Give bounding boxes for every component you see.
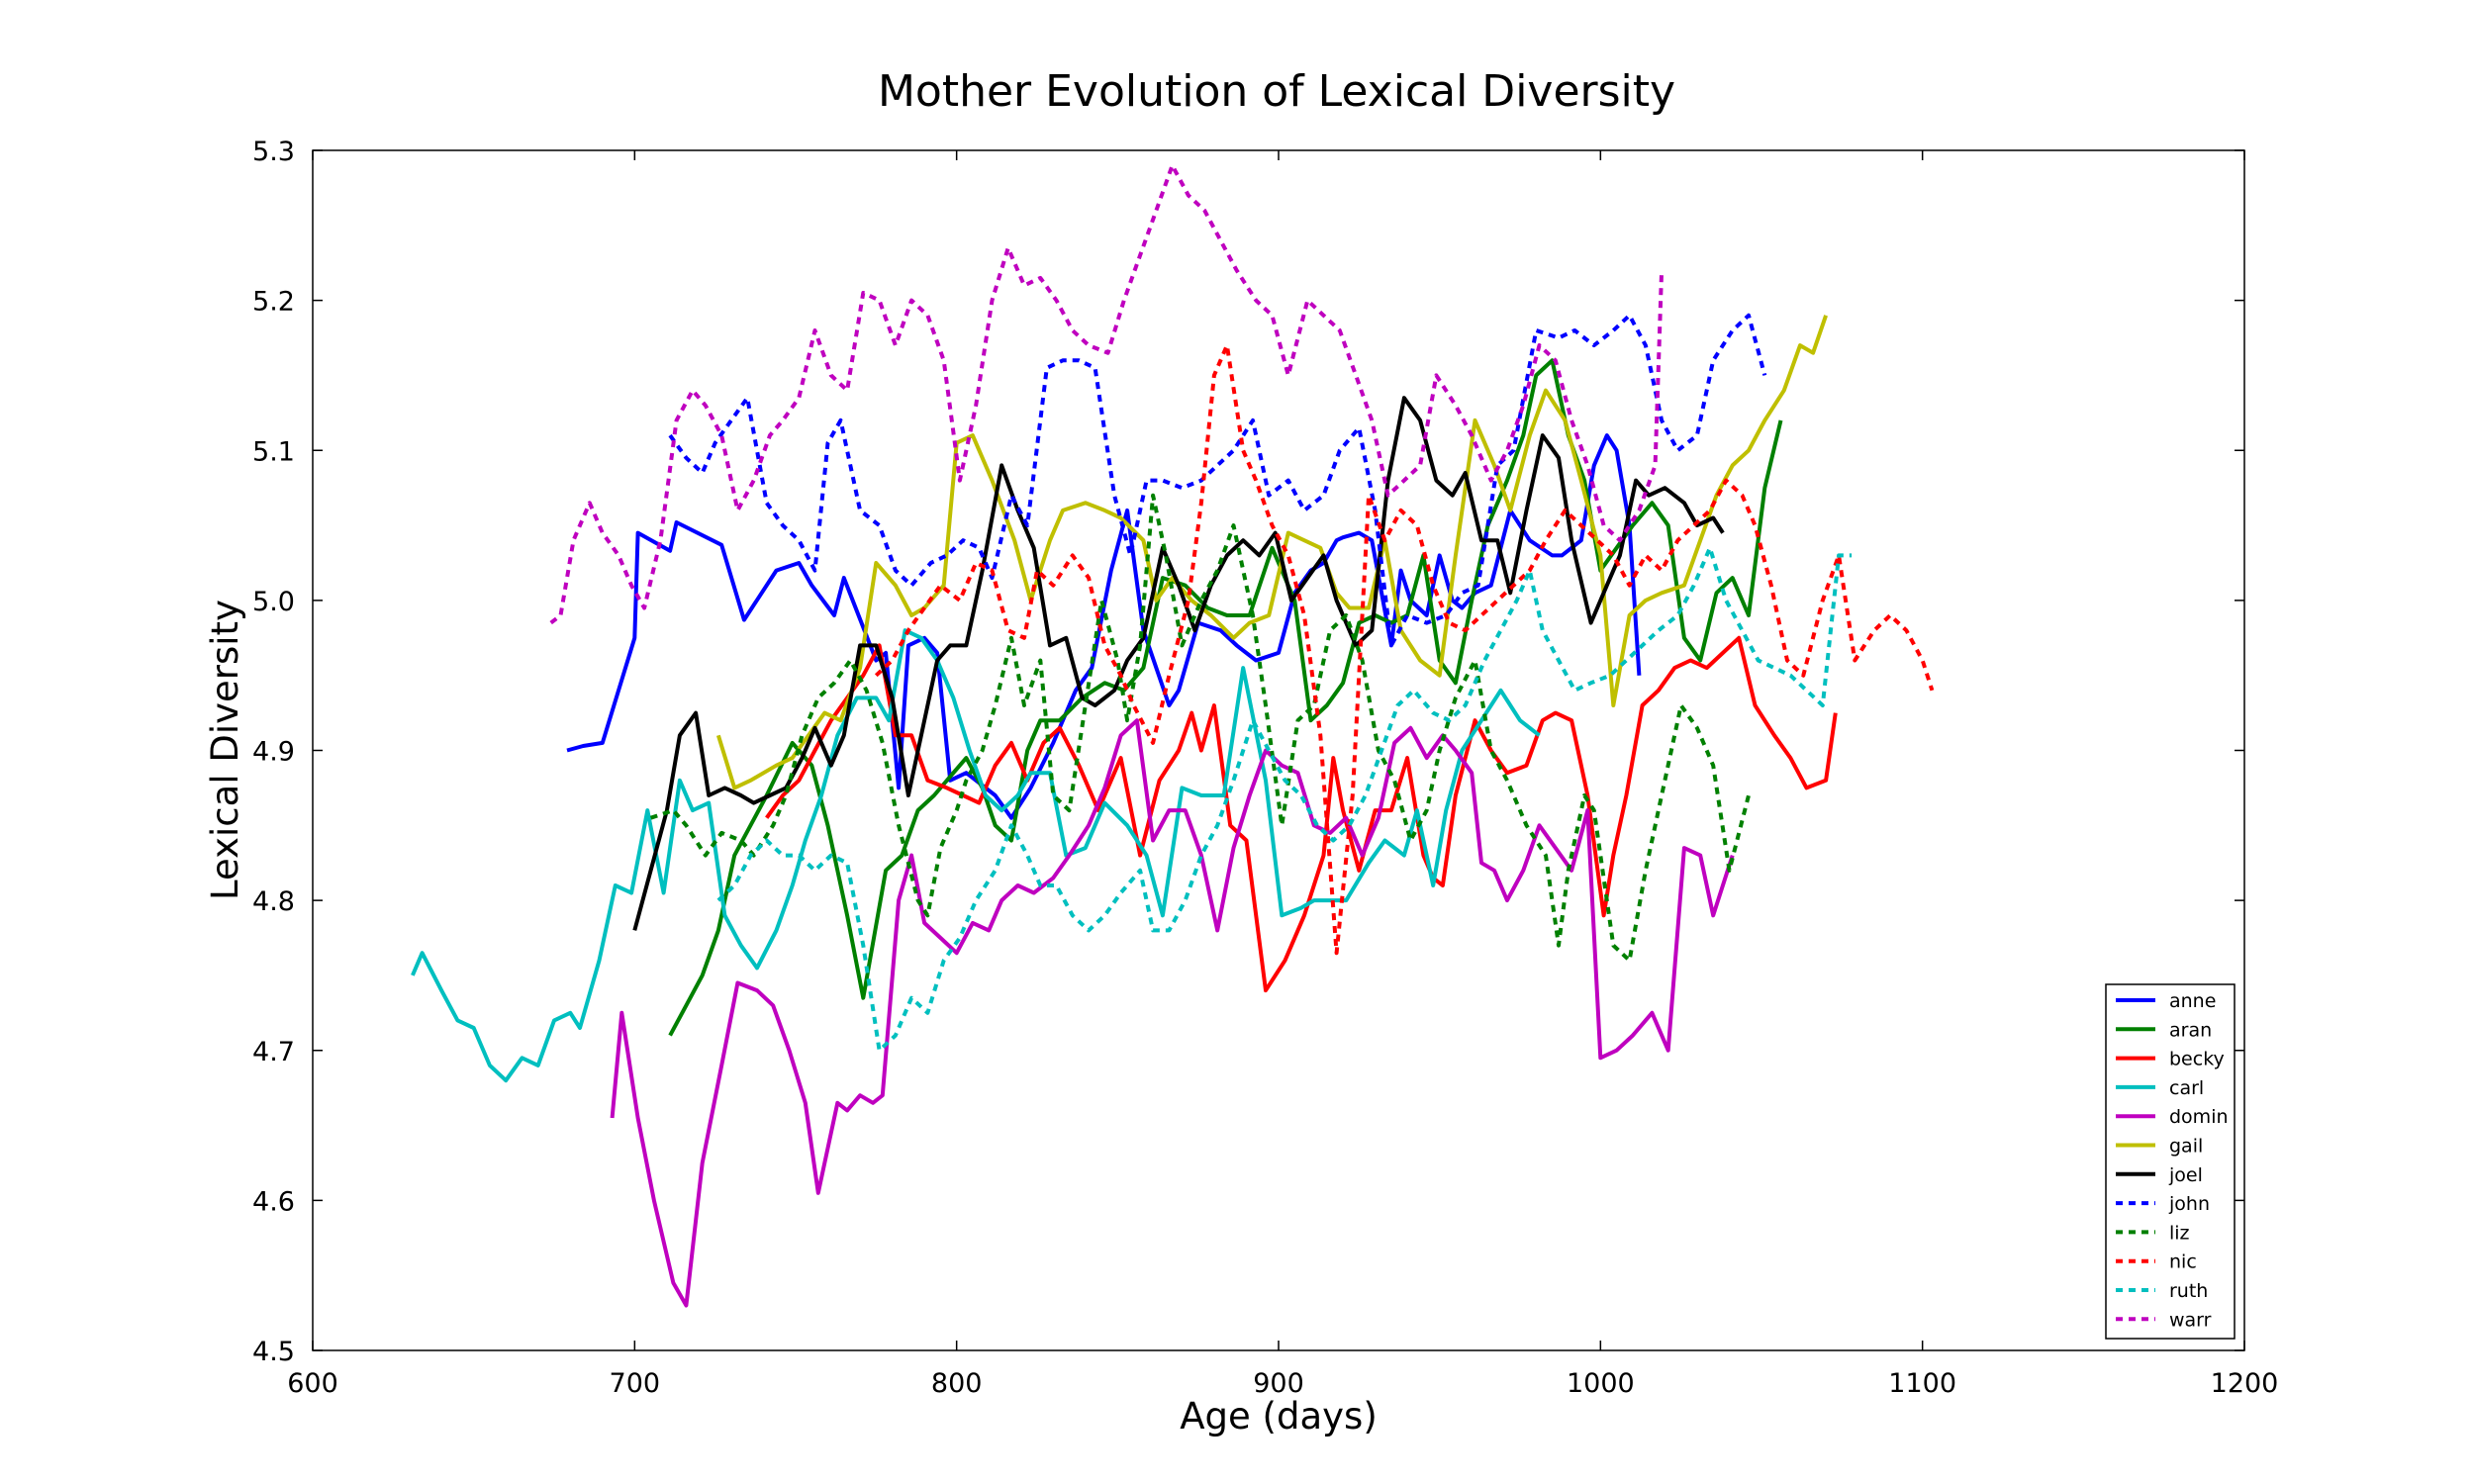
y-tick-label: 4.8	[252, 886, 295, 917]
legend-label-liz: liz	[2169, 1222, 2190, 1244]
legend-label-joel: joel	[2168, 1164, 2203, 1186]
series-line-becky	[765, 635, 1838, 993]
series-line-warr	[549, 163, 1665, 625]
x-tick-label: 700	[610, 1368, 661, 1399]
series-line-gail	[715, 315, 1828, 790]
y-axis-label: Lexical Diversity	[204, 600, 246, 900]
legend-label-warr: warr	[2169, 1309, 2212, 1331]
y-tick-label: 4.6	[252, 1186, 295, 1217]
y-tick-label: 5.3	[252, 137, 295, 167]
legend-label-carl: carl	[2169, 1077, 2204, 1099]
y-tick-label: 4.5	[252, 1337, 295, 1367]
x-tick-label: 1000	[1567, 1368, 1635, 1399]
legend-label-aran: aran	[2169, 1019, 2212, 1041]
series-line-john	[668, 313, 1767, 648]
legend-label-ruth: ruth	[2169, 1280, 2208, 1302]
x-tick-label: 1200	[2211, 1368, 2279, 1399]
legend-label-becky: becky	[2169, 1049, 2225, 1070]
y-tick-label: 4.9	[252, 737, 295, 768]
series-line-anne	[566, 433, 1642, 820]
y-axis: 4.5 4.6 4.7 4.8 4.9 5.0 5.1 5.2 5.3	[252, 137, 2244, 1367]
x-tick-label: 1100	[1888, 1368, 1956, 1399]
y-tick-label: 5.0	[252, 587, 295, 617]
series-line-domin	[610, 718, 1735, 1308]
series-line-liz	[649, 493, 1751, 963]
x-axis: 600 700 800 900 1000 1100 1200	[287, 150, 2278, 1399]
series-line-aran	[668, 358, 1783, 1037]
y-tick-label: 4.7	[252, 1037, 295, 1067]
legend: anne aran becky carl domin gail joel john liz nic…	[2105, 983, 2236, 1340]
legend-label-anne: anne	[2169, 990, 2216, 1012]
x-tick-label: 900	[1253, 1368, 1304, 1399]
y-tick-label: 5.2	[252, 287, 295, 318]
x-tick-label: 600	[287, 1368, 338, 1399]
series-line-nic	[874, 343, 1935, 956]
legend-label-gail: gail	[2169, 1136, 2203, 1158]
legend-label-nic: nic	[2169, 1252, 2197, 1273]
x-axis-label: Age (days)	[1180, 1395, 1378, 1438]
series-layer	[411, 163, 1935, 1308]
y-tick-label: 5.1	[252, 436, 295, 467]
series-line-ruth	[716, 545, 1853, 1053]
legend-box	[2105, 983, 2236, 1340]
x-tick-label: 800	[931, 1368, 983, 1399]
series-line-joel	[632, 396, 1725, 931]
chart-title: Mother Evolution of Lexical Diversity	[878, 66, 1675, 117]
legend-label-john: john	[2168, 1193, 2210, 1215]
legend-label-domin: domin	[2169, 1106, 2229, 1128]
